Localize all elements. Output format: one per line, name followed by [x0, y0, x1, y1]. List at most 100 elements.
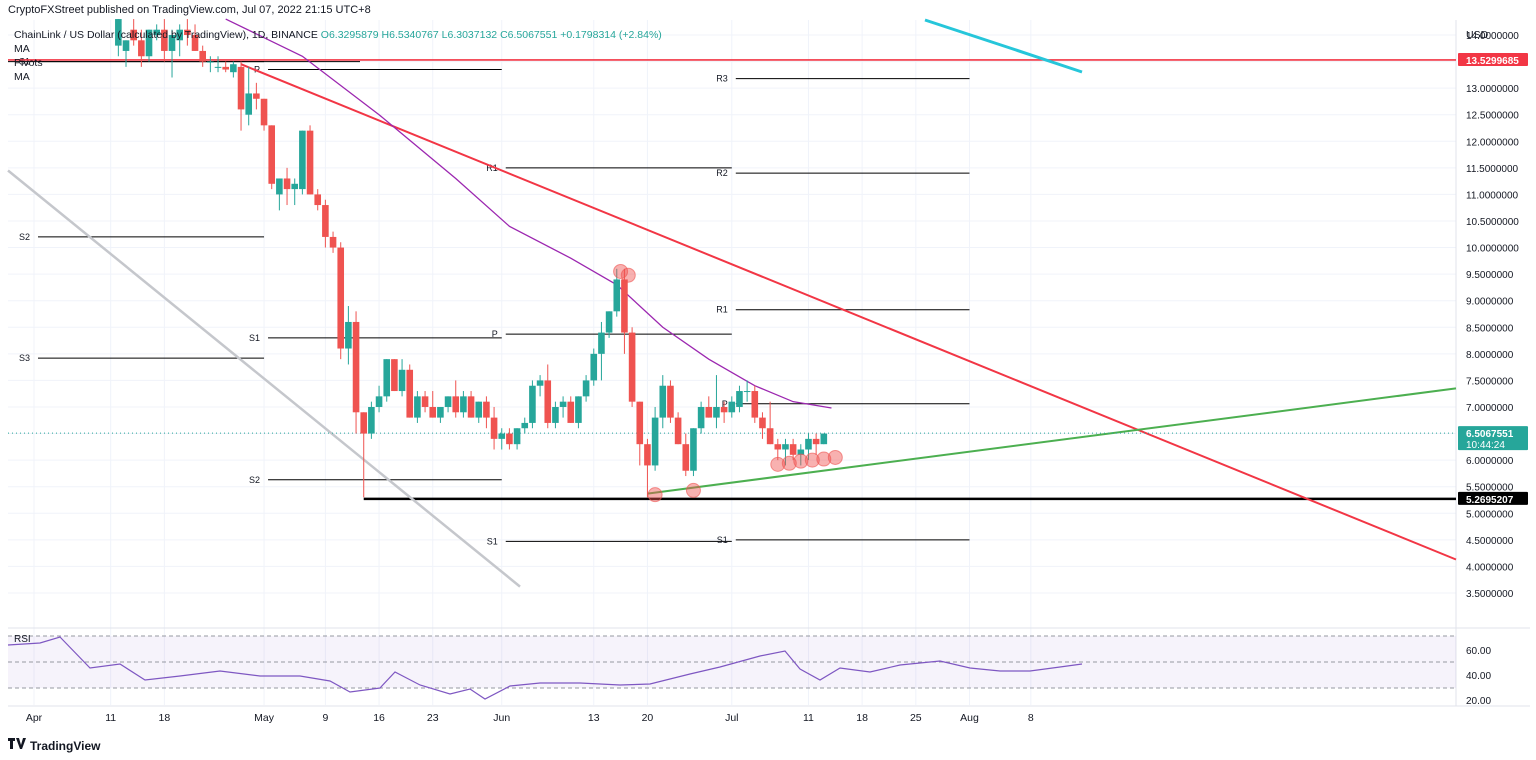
candle-body [567, 401, 575, 423]
ohlc-low: L6.3037132 [441, 29, 498, 41]
candle-body [766, 428, 774, 445]
candle-body [690, 428, 697, 471]
price-tick-label: 3.5000000 [1466, 589, 1514, 600]
descending-trendline [240, 63, 1457, 561]
candle-body [536, 380, 544, 386]
candle-body [253, 93, 260, 99]
touch-marker [827, 449, 843, 465]
candle-body [605, 311, 613, 333]
candle-body [452, 396, 460, 413]
price-tick-label: 9.0000000 [1466, 297, 1514, 308]
pivot-label: S2 [249, 475, 260, 485]
price-tick-label: 5.0000000 [1466, 509, 1514, 520]
candle-body [429, 406, 437, 418]
candle-body [705, 406, 713, 418]
candle-body [276, 178, 283, 195]
candle-body [628, 332, 636, 402]
candle-body [322, 205, 329, 237]
time-tick-label: Jun [493, 712, 510, 724]
price-tick-label: 6.0000000 [1466, 456, 1514, 467]
ohlc-open: O6.3295879 [320, 29, 379, 41]
candle-body [191, 35, 199, 51]
touch-marker [613, 263, 629, 279]
candle-body [598, 332, 605, 354]
indicator-ma-1[interactable]: MA [14, 43, 30, 55]
touch-marker [620, 267, 636, 283]
price-tick-label: 11.5000000 [1466, 164, 1519, 175]
currency-label: USD [1466, 29, 1489, 41]
candlestick-series [115, 19, 828, 498]
pivot-label: S2 [19, 232, 30, 242]
pivot-label: S3 [19, 353, 30, 363]
candle-body [613, 279, 621, 312]
grid-lines [8, 20, 1530, 707]
candle-body [299, 130, 306, 190]
price-tick-label: 4.5000000 [1466, 536, 1514, 547]
candle-body [667, 385, 674, 418]
time-axis[interactable]: Apr 11 18 May 9 16 23 Jun 13 20 Jul 11 18 25 Aug 8 [26, 712, 1034, 724]
candle-body [552, 406, 559, 423]
candle-body [590, 353, 598, 381]
candle-body [575, 396, 582, 423]
price-tick-label: 10.0000000 [1466, 244, 1519, 255]
indicator-pivots[interactable]: Pivots [14, 57, 43, 69]
candle-body [559, 401, 567, 407]
descending-channel-line [7, 169, 521, 588]
candle-body [184, 29, 191, 35]
pivot-label: R3 [716, 74, 728, 84]
candle-body [720, 406, 728, 413]
time-tick-label: 23 [427, 712, 439, 724]
candle-body [161, 29, 168, 51]
time-tick-label: Jul [725, 712, 738, 724]
candle-body [352, 321, 360, 413]
touch-marker [770, 456, 786, 472]
price-axis[interactable]: 14.000000013.500000013.000000012.5000000… [1458, 31, 1528, 600]
candle-body [444, 396, 452, 407]
candle-body [490, 417, 498, 439]
candle-body [406, 369, 414, 418]
price-tick-label: 13.0000000 [1466, 84, 1519, 95]
candle-body [651, 417, 659, 466]
candle-body [130, 29, 137, 41]
price-tick-label: 14.0000000 [1466, 31, 1519, 42]
time-tick-label: Aug [960, 712, 979, 724]
pivot-label: S1 [249, 333, 260, 343]
pivot-label: S1 [487, 536, 498, 546]
touch-marker [781, 455, 797, 471]
symbol-title: ChainLink / US Dollar (calculated by Tra… [14, 29, 318, 41]
time-tick-label: 25 [910, 712, 922, 724]
candle-body [582, 380, 590, 397]
rsi-tick-label: 40.00 [1466, 671, 1491, 682]
candle-body [391, 359, 398, 392]
candle-body [260, 98, 268, 126]
candle-body [621, 279, 628, 333]
time-tick-label: 11 [803, 712, 814, 724]
pivot-label: R1 [716, 305, 728, 315]
footer-brand[interactable]: TradingView [8, 738, 100, 753]
rsi-tick-label: 60.00 [1466, 646, 1491, 657]
candle-body [483, 401, 490, 418]
touch-markers [613, 263, 843, 503]
trend-lines [7, 18, 1457, 588]
pivot-label: R1 [486, 163, 498, 173]
rsi-label: RSI [14, 634, 31, 645]
candle-body [115, 19, 122, 46]
candle-body [222, 66, 229, 70]
candle-body [674, 417, 682, 445]
candle-body [498, 433, 506, 439]
touch-marker [804, 452, 820, 468]
price-tick-label: 4.0000000 [1466, 562, 1514, 573]
candle-body [644, 444, 651, 466]
candle-body [207, 61, 214, 63]
candle-body [414, 396, 421, 418]
candle-body [337, 247, 345, 349]
indicator-ma-2[interactable]: MA [14, 71, 30, 83]
ohlc-high: H6.5340767 [381, 29, 439, 41]
candle-body [375, 396, 383, 407]
time-tick-label: 9 [322, 712, 328, 724]
time-tick-label: 18 [159, 712, 171, 724]
price-tick-label: 5.5000000 [1466, 483, 1514, 494]
price-label-text: 13.5299685 [1466, 56, 1519, 67]
candle-body [475, 401, 483, 418]
